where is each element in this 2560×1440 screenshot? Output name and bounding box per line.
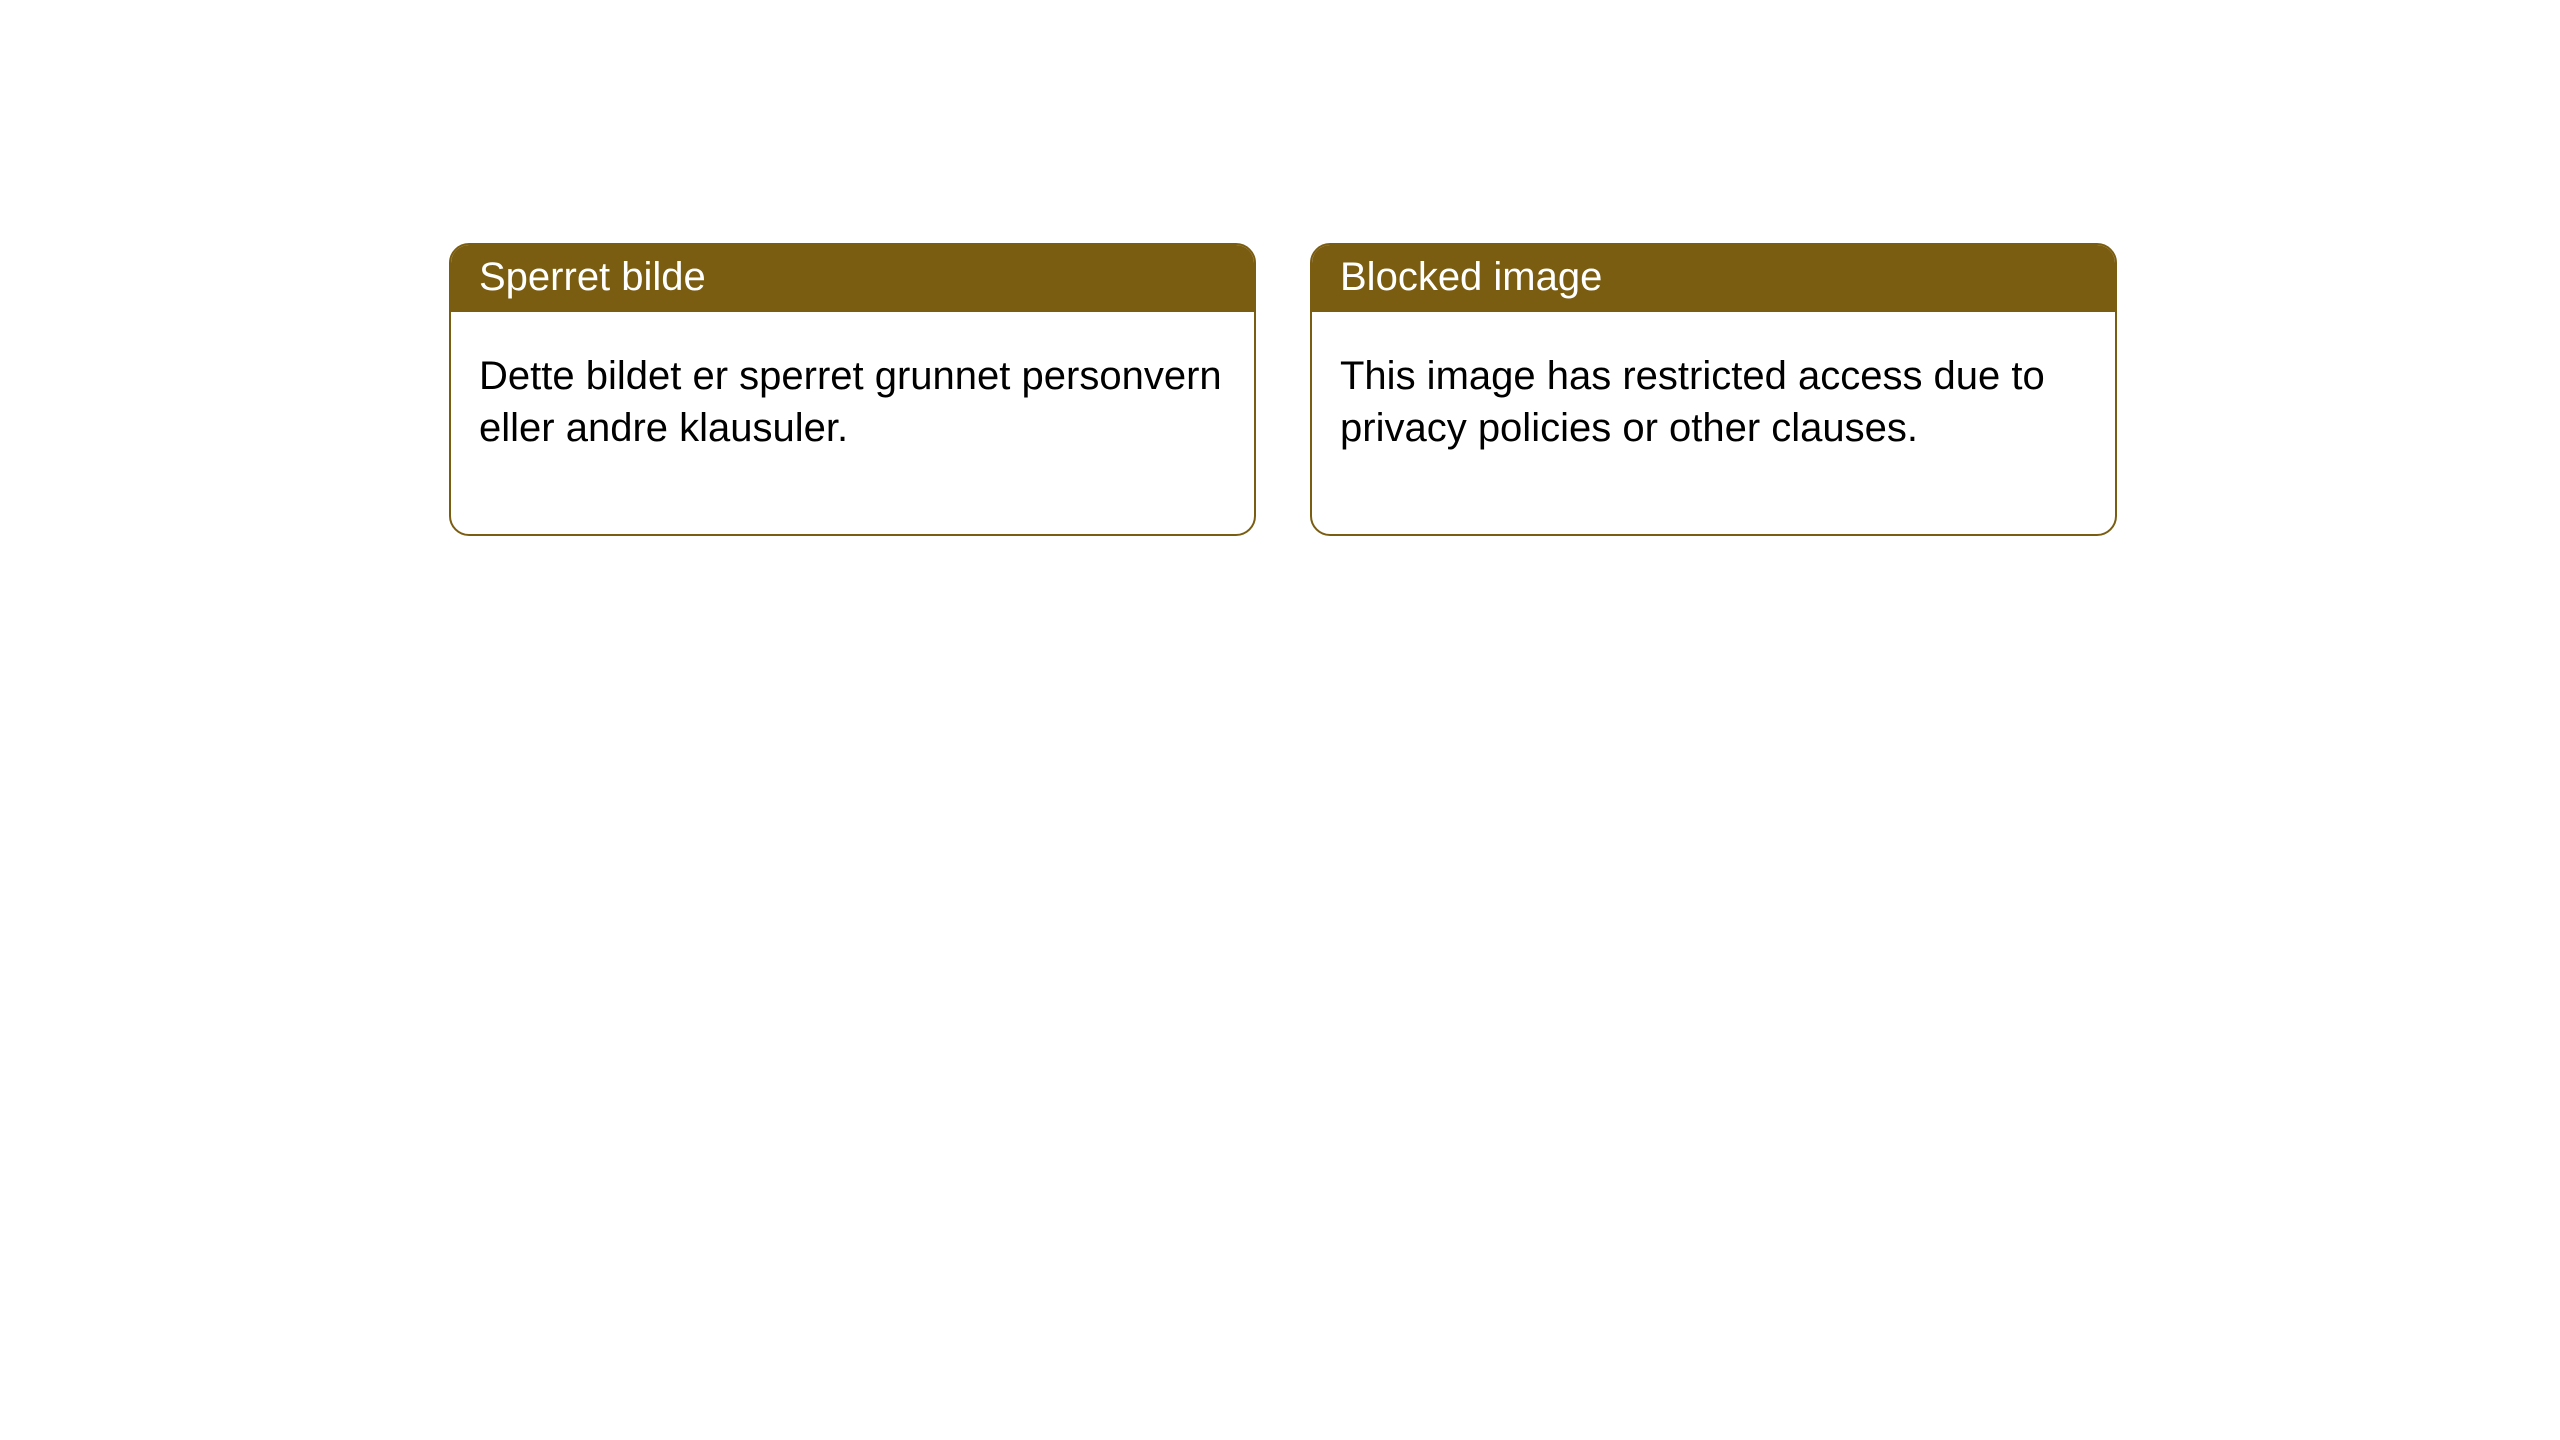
notice-card-norwegian: Sperret bilde Dette bildet er sperret gr… bbox=[449, 243, 1256, 536]
card-title: Blocked image bbox=[1340, 255, 1602, 299]
card-title: Sperret bilde bbox=[479, 255, 706, 299]
card-body-text: Dette bildet er sperret grunnet personve… bbox=[479, 354, 1222, 450]
notice-cards-container: Sperret bilde Dette bildet er sperret gr… bbox=[0, 0, 2560, 536]
card-header: Sperret bilde bbox=[451, 245, 1254, 312]
card-body: This image has restricted access due to … bbox=[1312, 312, 2115, 534]
card-body: Dette bildet er sperret grunnet personve… bbox=[451, 312, 1254, 534]
notice-card-english: Blocked image This image has restricted … bbox=[1310, 243, 2117, 536]
card-header: Blocked image bbox=[1312, 245, 2115, 312]
card-body-text: This image has restricted access due to … bbox=[1340, 354, 2045, 450]
